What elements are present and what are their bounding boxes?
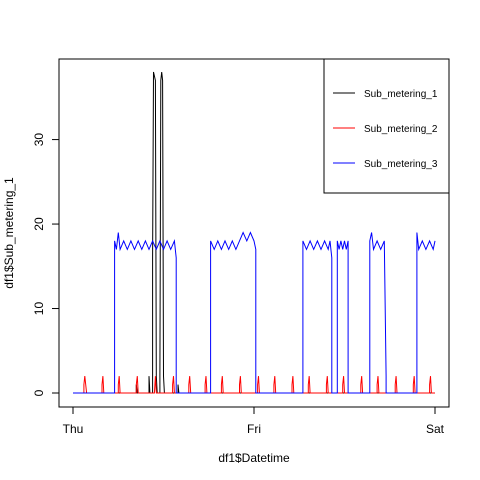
y-tick-label: 0 <box>32 389 46 396</box>
x-tick-label: Sat <box>426 422 445 436</box>
y-tick-label: 10 <box>32 302 46 316</box>
y-tick-label: 30 <box>32 133 46 147</box>
legend-label: Sub_metering_2 <box>364 124 438 135</box>
legend-label: Sub_metering_1 <box>364 89 438 100</box>
legend-label: Sub_metering_3 <box>364 159 438 170</box>
x-axis-label: df1$Datetime <box>218 451 290 465</box>
y-tick-label: 20 <box>32 217 46 231</box>
legend: Sub_metering_1 Sub_metering_2 Sub_metering… <box>324 59 449 193</box>
y-axis-label: df1$Sub_metering_1 <box>2 177 16 289</box>
x-tick-label: Fri <box>247 422 261 436</box>
x-tick-label: Thu <box>63 422 84 436</box>
